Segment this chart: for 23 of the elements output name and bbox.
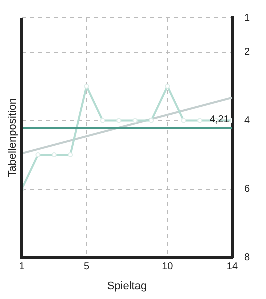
point xyxy=(149,118,154,124)
y-tick-label: 1 xyxy=(244,12,250,24)
x-tick-label: 10 xyxy=(162,262,174,273)
x-tick-label: 14 xyxy=(226,262,238,273)
point xyxy=(132,118,138,124)
point xyxy=(198,118,203,124)
point xyxy=(165,84,170,90)
y-tick-label: 8 xyxy=(244,252,250,264)
y-axis-title: Tabellenposition xyxy=(7,98,20,178)
point xyxy=(116,118,122,124)
point xyxy=(181,118,186,124)
x-tick-label: 1 xyxy=(19,262,26,273)
point xyxy=(100,118,106,124)
y-tick-label: 4 xyxy=(244,116,250,127)
y-tick-label: 2 xyxy=(244,47,250,58)
point xyxy=(36,152,41,158)
x-axis-title: Spieltag xyxy=(107,280,148,292)
ref-line-label: 4,21 xyxy=(210,114,230,126)
x-tick-label: 5 xyxy=(84,262,90,273)
y-tick-label: 6 xyxy=(244,184,250,196)
point xyxy=(84,84,90,90)
point xyxy=(68,152,74,158)
point xyxy=(52,152,57,158)
